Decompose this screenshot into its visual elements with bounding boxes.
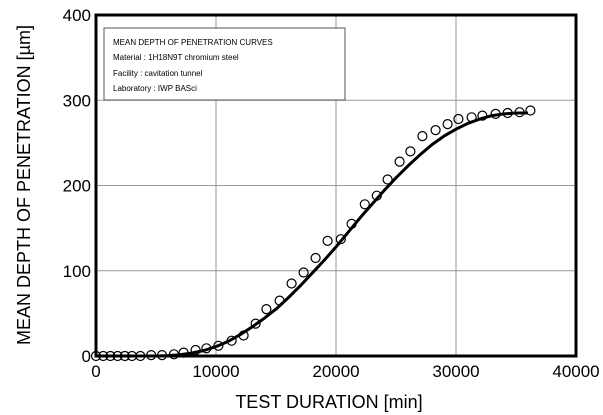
info-box-title: MEAN DEPTH OF PENETRATION CURVES (113, 38, 273, 47)
data-point (514, 107, 525, 118)
data-point (335, 234, 346, 245)
info-box-facility: Facility : cavitation tunnel (113, 69, 203, 78)
data-point (490, 108, 501, 120)
data-point (201, 343, 212, 354)
y-tick-label: 100 (63, 262, 91, 281)
x-tick-label: 0 (91, 362, 100, 381)
y-tick-labels: 0 100 200 300 400 (63, 6, 91, 366)
y-tick-label: 0 (82, 347, 91, 366)
data-point (502, 107, 513, 119)
data-point (371, 190, 382, 201)
y-tick-label: 200 (63, 177, 91, 196)
x-tick-label: 40000 (552, 362, 599, 381)
y-axis-title: MEAN DEPTH OF PENETRATION [µm] (14, 25, 34, 345)
data-point (442, 118, 453, 130)
plot-area-frame (94, 13, 578, 358)
data-point (453, 113, 464, 125)
data-point (250, 318, 261, 329)
data-point (226, 335, 237, 346)
y-tick-label: 400 (63, 6, 91, 25)
data-point (417, 131, 428, 142)
data-point (430, 125, 441, 136)
data-point (405, 146, 416, 157)
info-box: MEAN DEPTH OF PENETRATION CURVES Materia… (103, 27, 346, 101)
data-point (466, 112, 477, 123)
info-box-laboratory: Laboratory : IWP BASci (113, 84, 197, 93)
x-tick-label: 10000 (192, 362, 239, 381)
data-point (286, 278, 297, 289)
info-box-frame (103, 27, 346, 101)
data-point (168, 349, 180, 360)
data-point (382, 174, 393, 185)
x-axis-title: TEST DURATION [min] (235, 392, 422, 412)
data-point (213, 340, 224, 351)
data-point (261, 304, 272, 315)
data-point (359, 199, 370, 210)
data-point (346, 218, 357, 229)
data-point (298, 267, 309, 278)
data-point (274, 295, 285, 306)
y-tick-label: 300 (63, 91, 91, 110)
info-box-material: Material : 1H18N9T chromium steel (113, 53, 239, 62)
data-point (525, 105, 536, 116)
data-point (310, 252, 321, 264)
data-point (238, 330, 249, 341)
data-point (394, 156, 405, 167)
data-point (322, 235, 333, 246)
data-point (477, 110, 488, 121)
x-tick-labels: 0 10000 20000 30000 40000 (91, 362, 599, 381)
x-tick-label: 20000 (312, 362, 359, 381)
x-tick-label: 30000 (432, 362, 479, 381)
